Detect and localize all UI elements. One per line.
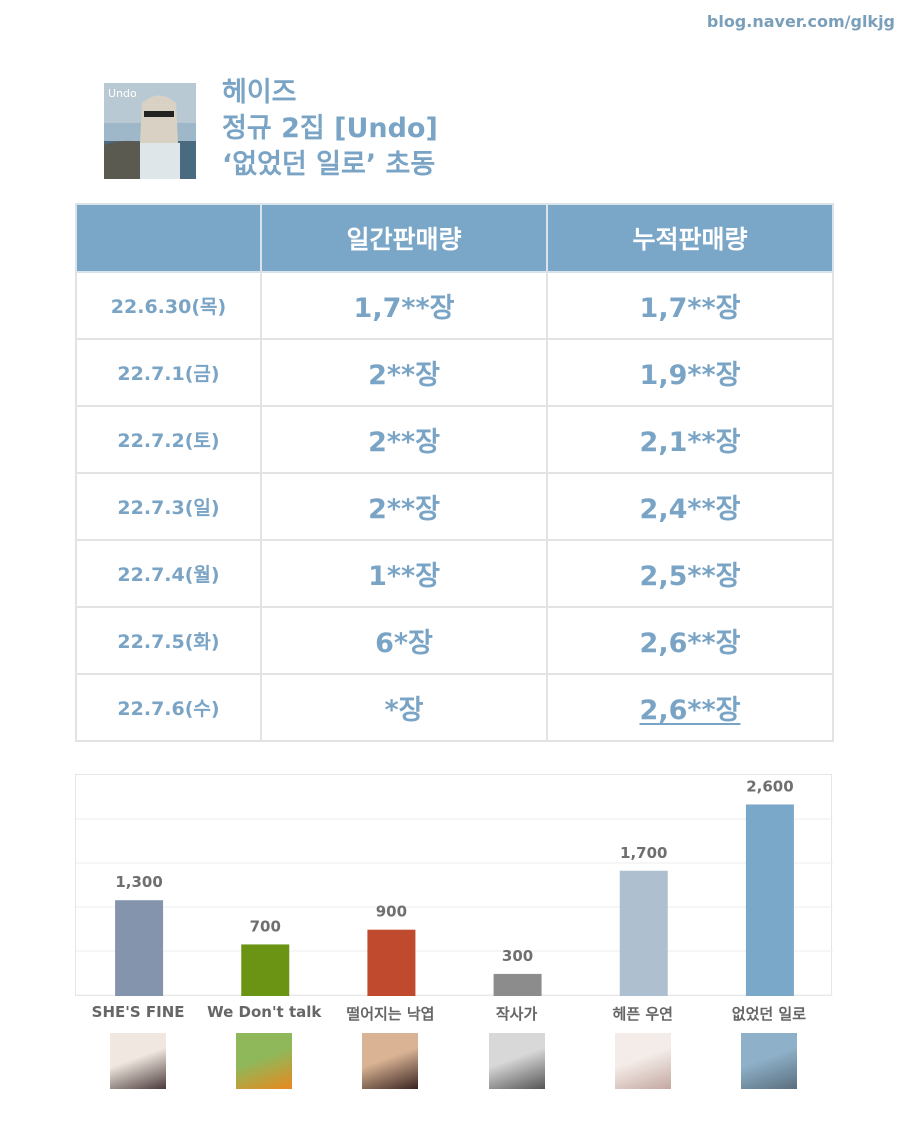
table-row: 22.6.30(목) 1,7**장 1,7**장 <box>75 271 834 340</box>
cell-date: 22.7.3(일) <box>75 472 262 541</box>
bar <box>745 804 794 996</box>
cell-daily: 2**장 <box>260 338 548 407</box>
cumulative-link[interactable]: 2,6**장 <box>639 695 741 726</box>
title-artist: 헤이즈 <box>222 77 297 108</box>
album-art-text: Undo <box>108 87 137 100</box>
bar <box>241 944 290 996</box>
table-row: 22.7.3(일) 2**장 2,4**장 <box>75 472 834 541</box>
title-song: ‘없었던 일로’ 초동 <box>222 149 436 180</box>
cell-date: 22.7.6(수) <box>75 673 262 742</box>
song-thumbnail <box>236 1033 293 1089</box>
table-header-row: 일간판매량 누적판매량 <box>75 203 834 273</box>
blog-url: blog.naver.com/glkjg <box>706 12 895 31</box>
song-thumbnail <box>362 1033 419 1089</box>
post-title: 헤이즈 정규 2집 [Undo] ‘없었던 일로’ 초동 <box>222 75 438 183</box>
data-label: 1,300 <box>115 873 162 891</box>
cell-daily: *장 <box>260 673 548 742</box>
data-label: 700 <box>250 917 281 935</box>
table-row: 22.7.5(화) 6*장 2,6**장 <box>75 606 834 675</box>
cell-date: 22.7.5(화) <box>75 606 262 675</box>
bar <box>493 973 542 996</box>
x-tick-label: 떨어지는 낙엽 <box>346 1005 435 1023</box>
cell-cumulative: 2,6**장 <box>546 673 834 742</box>
title-album: 정규 2집 [Undo] <box>222 113 438 144</box>
x-tick-label: We Don't talk <box>207 1003 322 1021</box>
x-tick-label: 없었던 일로 <box>731 1005 807 1023</box>
cell-date: 22.7.1(금) <box>75 338 262 407</box>
cell-cumulative: 1,9**장 <box>546 338 834 407</box>
album-cover-image: Undo <box>104 83 196 179</box>
x-tick-label: 헤픈 우연 <box>612 1005 673 1023</box>
data-label: 300 <box>502 947 533 965</box>
table-row: 22.7.4(월) 1**장 2,5**장 <box>75 539 834 608</box>
cell-daily: 1**장 <box>260 539 548 608</box>
header-daily: 일간판매량 <box>260 203 548 273</box>
data-label: 2,600 <box>746 777 793 795</box>
table-row: 22.7.1(금) 2**장 1,9**장 <box>75 338 834 407</box>
bar <box>115 900 164 996</box>
cell-daily: 2**장 <box>260 405 548 474</box>
song-thumbnail <box>614 1033 671 1089</box>
cell-cumulative: 1,7**장 <box>546 271 834 340</box>
cell-cumulative: 2,6**장 <box>546 606 834 675</box>
bar <box>367 929 416 996</box>
x-tick-label: 작사가 <box>495 1005 538 1023</box>
cell-date: 22.7.2(토) <box>75 405 262 474</box>
header-date <box>75 203 262 273</box>
song-thumbnail <box>110 1033 167 1089</box>
x-tick-label: SHE'S FINE <box>91 1003 185 1021</box>
cell-date: 22.6.30(목) <box>75 271 262 340</box>
table-row: 22.7.6(수) *장 2,6**장 <box>75 673 834 742</box>
cell-daily: 6*장 <box>260 606 548 675</box>
bar <box>619 870 668 996</box>
data-label: 1,700 <box>620 844 667 862</box>
song-thumbnail <box>740 1033 797 1089</box>
header-cumulative: 누적판매량 <box>546 203 834 273</box>
cell-cumulative: 2,5**장 <box>546 539 834 608</box>
cell-date: 22.7.4(월) <box>75 539 262 608</box>
cell-cumulative: 2,4**장 <box>546 472 834 541</box>
song-thumbnail <box>488 1033 545 1089</box>
cell-daily: 1,7**장 <box>260 271 548 340</box>
table-row: 22.7.2(토) 2**장 2,1**장 <box>75 405 834 474</box>
data-label: 900 <box>376 903 407 921</box>
cell-cumulative: 2,1**장 <box>546 405 834 474</box>
bar-chart: 1,300 700 900 300 1,700 2,600 <box>75 774 833 996</box>
bar-chart-svg: 1,300 700 900 300 1,700 2,600 <box>76 777 833 996</box>
cell-daily: 2**장 <box>260 472 548 541</box>
sales-table: 일간판매량 누적판매량 22.6.30(목) 1,7**장 1,7**장 22.… <box>75 203 834 742</box>
